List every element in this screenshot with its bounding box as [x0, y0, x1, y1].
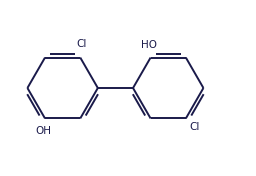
- Text: HO: HO: [141, 40, 157, 50]
- Text: OH: OH: [36, 125, 52, 136]
- Text: Cl: Cl: [76, 39, 87, 49]
- Text: Cl: Cl: [190, 122, 200, 132]
